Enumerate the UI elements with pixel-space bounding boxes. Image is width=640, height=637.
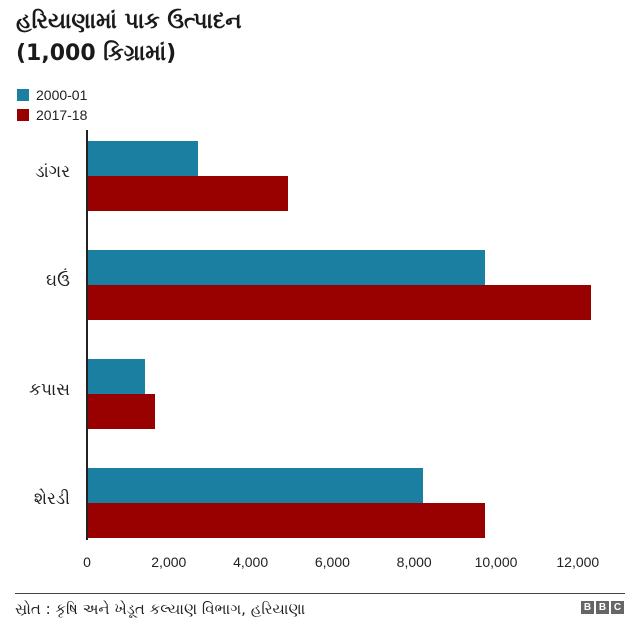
x-tick-label: 8,000 <box>396 554 432 570</box>
y-axis-line <box>86 130 88 540</box>
bar-2017-18 <box>88 394 155 429</box>
chart-title-line1: હરિયાણામાં પાક ઉત્પાદન <box>16 9 242 34</box>
x-tick-label: 10,000 <box>474 554 518 570</box>
bar-2000-01 <box>88 141 198 176</box>
bbc-logo-c: C <box>611 601 624 614</box>
legend-label: 2000-01 <box>36 87 88 103</box>
legend-swatch-2017-18 <box>17 109 29 121</box>
chart-title-line2: (1,000 કિગ્રામાં) <box>16 41 177 66</box>
bar-2017-18 <box>88 176 288 211</box>
x-tick-label: 12,000 <box>556 554 600 570</box>
source-text: સ્રોત : કૃષિ અને ખેડૂત કલ્યાણ વિભાગ, હરિ… <box>15 600 306 618</box>
bbc-logo-b2: B <box>596 601 609 614</box>
legend-swatch-2000-01 <box>17 89 29 101</box>
footer-divider <box>15 593 625 594</box>
category-label: ઘઉં <box>46 271 70 291</box>
x-tick-label: 4,000 <box>233 554 269 570</box>
bar-2000-01 <box>88 250 485 285</box>
x-tick-label: 6,000 <box>314 554 350 570</box>
bbc-logo: B B C <box>581 601 624 614</box>
bar-2000-01 <box>88 468 423 503</box>
bar-2000-01 <box>88 359 145 394</box>
x-tick-label: 0 <box>83 554 91 570</box>
x-tick-label: 2,000 <box>151 554 187 570</box>
legend-item-2017-18: 2017-18 <box>17 105 87 125</box>
category-label: શેરડી <box>33 489 70 509</box>
legend-label: 2017-18 <box>36 107 88 123</box>
bar-2017-18 <box>88 503 485 538</box>
legend: 2000-01 2017-18 <box>17 85 87 125</box>
bbc-logo-b1: B <box>581 601 594 614</box>
chart-title: હરિયાણામાં પાક ઉત્પાદન (1,000 કિગ્રામાં) <box>16 6 242 70</box>
category-label: ડાંગર <box>35 162 70 182</box>
bar-2017-18 <box>88 285 591 320</box>
legend-item-2000-01: 2000-01 <box>17 85 87 105</box>
category-label: કપાસ <box>29 380 70 400</box>
